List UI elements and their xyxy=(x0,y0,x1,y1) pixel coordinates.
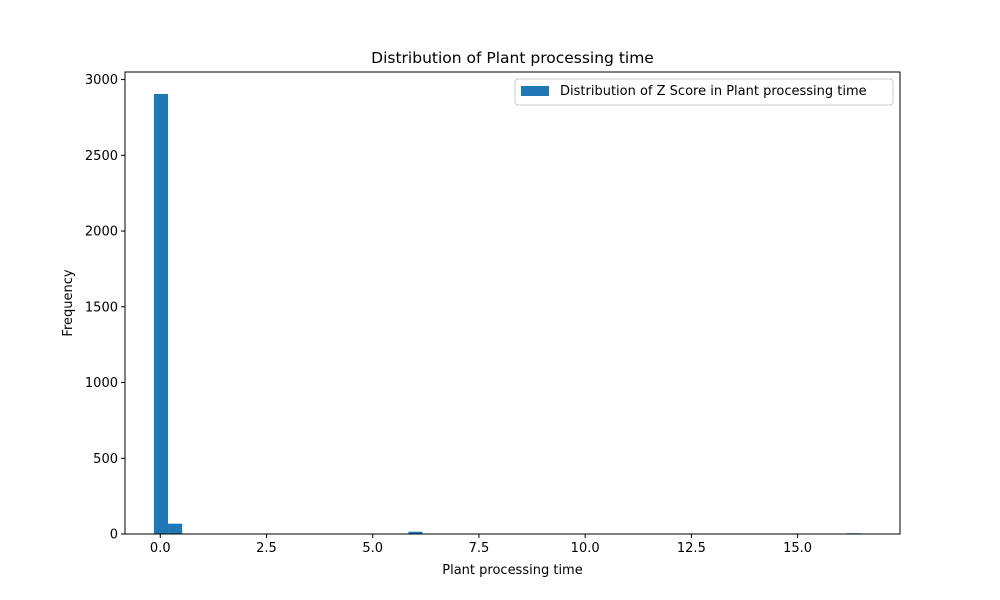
y-tick-label: 1000 xyxy=(85,376,118,391)
legend-swatch xyxy=(521,86,549,96)
x-tick-label: 7.5 xyxy=(469,541,490,556)
x-tick-label: 10.0 xyxy=(571,541,600,556)
y-tick-label: 500 xyxy=(93,452,118,467)
y-tick-label: 2500 xyxy=(85,149,118,164)
histogram-bar xyxy=(408,531,423,534)
x-axis-label: Plant processing time xyxy=(442,563,582,578)
plot-frame xyxy=(124,71,901,535)
legend: Distribution of Z Score in Plant process… xyxy=(514,78,894,106)
legend-box xyxy=(514,78,894,106)
histogram-bar xyxy=(153,93,169,535)
legend-label: Distribution of Z Score in Plant process… xyxy=(560,84,867,99)
x-tick-label: 12.5 xyxy=(677,541,706,556)
y-tick-label: 0 xyxy=(110,528,118,543)
chart-title: Distribution of Plant processing time xyxy=(371,49,654,67)
x-tick-label: 5.0 xyxy=(362,541,383,556)
y-axis-ticks: 0 500 1000 1500 2000 2500 3000 xyxy=(85,73,125,543)
y-tick-label: 2000 xyxy=(85,225,118,240)
y-axis-label: Frequency xyxy=(61,269,76,336)
y-tick-label: 1500 xyxy=(85,300,118,315)
x-tick-label: 15.0 xyxy=(783,541,812,556)
x-tick-label: 0.0 xyxy=(150,541,171,556)
y-tick-label: 3000 xyxy=(85,73,118,88)
x-axis-ticks: 0.0 2.5 5.0 7.5 10.0 12.5 15.0 xyxy=(150,534,812,556)
histogram-bar xyxy=(168,523,183,534)
bars-group xyxy=(153,93,861,535)
x-tick-label: 2.5 xyxy=(256,541,277,556)
